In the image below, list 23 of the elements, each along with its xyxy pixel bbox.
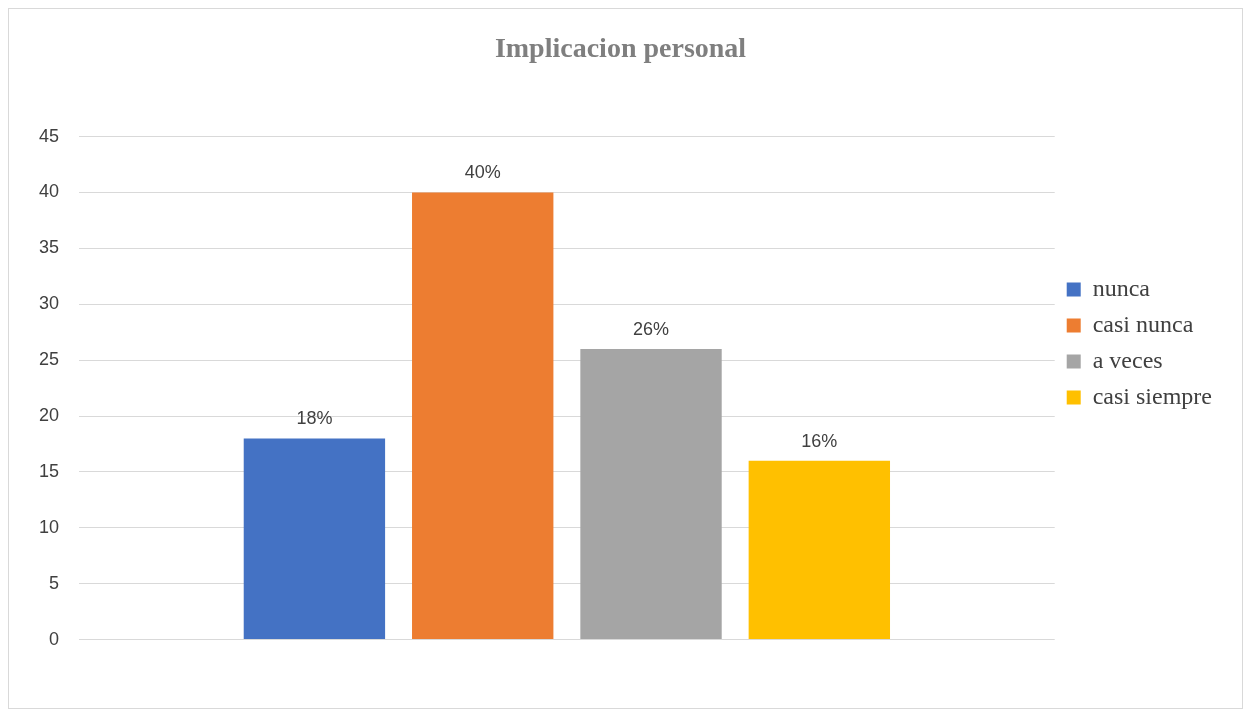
data-label: 18%: [296, 408, 333, 429]
legend-label: casi nunca: [1092, 310, 1194, 337]
bar: [748, 460, 891, 640]
bar: [243, 438, 386, 640]
data-label: 26%: [633, 318, 670, 339]
legend-label: nunca: [1092, 274, 1151, 301]
legend-label: a veces: [1092, 346, 1163, 373]
y-tick-label: 35: [38, 237, 60, 258]
y-tick-label: 0: [49, 628, 60, 649]
bar: [412, 192, 554, 640]
bar: [580, 348, 722, 640]
data-label: 16%: [801, 430, 838, 451]
y-tick-label: 40: [38, 181, 60, 202]
y-tick-label: 10: [38, 516, 60, 537]
legend-label: casi siempre: [1092, 382, 1213, 409]
y-tick-label: 5: [49, 572, 60, 593]
y-tick-label: 30: [38, 293, 60, 314]
chart-title: Implicacion personal: [494, 32, 747, 64]
y-tick-label: 25: [38, 349, 60, 370]
y-tick-label: 20: [38, 405, 60, 426]
y-tick-label: 15: [38, 460, 60, 481]
data-label: 40%: [464, 162, 501, 183]
y-tick-label: 45: [38, 125, 60, 146]
